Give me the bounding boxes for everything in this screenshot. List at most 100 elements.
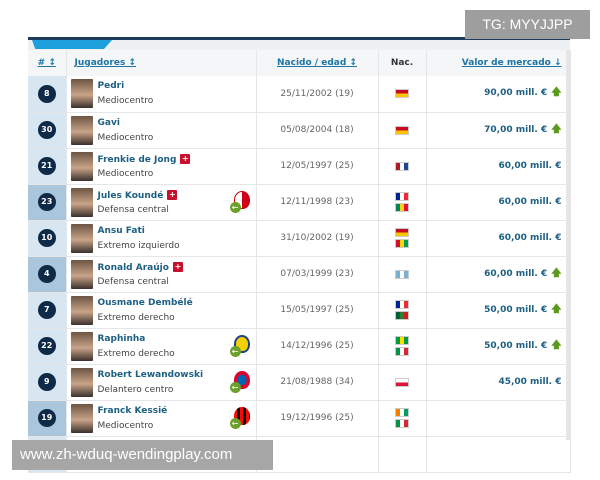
nationality-cell xyxy=(378,328,427,365)
table-row: 22 Raphinha Extremo derecho ← 14/12/1996… xyxy=(28,328,571,365)
previous-club[interactable]: ← xyxy=(229,334,250,357)
tab-compact[interactable] xyxy=(32,40,112,49)
market-value-cell: 60,00 mill. € xyxy=(426,148,571,185)
sort-number[interactable]: # ↕ xyxy=(28,50,67,76)
player-cell: Ansu Fati Extremo izquierdo xyxy=(66,220,257,257)
flag-icon xyxy=(395,347,409,356)
arrow-left-icon: ← xyxy=(229,345,241,357)
tab-detail[interactable] xyxy=(198,40,248,49)
player-name-link[interactable]: Gavi xyxy=(97,117,120,128)
nationality-header: Nac. xyxy=(378,50,427,76)
watermark-bottom: www.zh-wduq-wendingplay.com xyxy=(12,440,273,470)
market-value-cell: 90,00 mill. € 🡅 xyxy=(426,76,571,113)
market-value-cell: 45,00 mill. € xyxy=(426,364,571,401)
sort-players[interactable]: Jugadores ↕ xyxy=(66,50,257,76)
player-name-link[interactable]: Frenkie de Jong xyxy=(97,154,177,165)
nationality-cell xyxy=(378,256,427,293)
market-value-link[interactable]: 60,00 mill. € xyxy=(498,233,562,243)
tab-season[interactable] xyxy=(124,40,184,49)
birth-date: 05/08/2004 (18) xyxy=(256,112,379,149)
nationality-cell xyxy=(378,112,427,149)
market-value-link[interactable]: 50,00 mill. € xyxy=(484,340,548,351)
table-row: 21 Frenkie de Jong + Mediocentro 12/05/19… xyxy=(28,148,571,185)
market-value-link[interactable]: 45,00 mill. € xyxy=(498,377,562,387)
player-photo[interactable] xyxy=(70,259,93,289)
birth-date: 19/12/1996 (25) xyxy=(256,400,379,437)
player-name-link[interactable]: Raphinha xyxy=(97,333,146,344)
flag-icon xyxy=(395,89,409,99)
birth-date: 12/05/1997 (25) xyxy=(256,148,379,185)
market-value-link[interactable]: 50,00 mill. € xyxy=(484,304,548,315)
player-name-link[interactable]: Ansu Fati xyxy=(97,225,145,236)
market-value-cell: 50,00 mill. € 🡅 xyxy=(426,292,571,329)
watermark-top: TG: MYYJJPP xyxy=(465,10,590,39)
player-photo[interactable] xyxy=(70,295,93,325)
shirt-number-cell: 22 xyxy=(28,328,67,365)
shirt-number-cell: 21 xyxy=(28,148,67,185)
birth-date: 15/05/1997 (25) xyxy=(256,292,379,329)
shirt-number-cell: 4 xyxy=(28,256,67,293)
previous-club[interactable]: ← xyxy=(229,406,250,429)
shirt-number: 10 xyxy=(37,229,56,247)
player-photo[interactable] xyxy=(70,187,93,217)
market-value-link[interactable]: 60,00 mill. € xyxy=(484,268,548,279)
player-position: Mediocentro xyxy=(97,132,154,143)
player-photo[interactable] xyxy=(70,151,93,181)
sort-born[interactable]: Nacido / edad ↕ xyxy=(256,50,379,76)
flag-icon xyxy=(395,336,409,345)
flag-icon xyxy=(395,192,409,201)
market-value-link[interactable]: 60,00 mill. € xyxy=(498,197,562,207)
market-value-link[interactable]: 60,00 mill. € xyxy=(498,161,562,171)
arrow-left-icon: ← xyxy=(229,201,241,213)
shirt-number: 30 xyxy=(37,121,56,139)
injury-icon: + xyxy=(167,189,178,200)
scrollbar[interactable] xyxy=(566,50,570,440)
nationality-cell xyxy=(378,184,427,221)
market-value-cell: 60,00 mill. € 🡅 xyxy=(426,256,571,293)
shirt-number-cell: 9 xyxy=(28,364,67,401)
flag-icon xyxy=(395,377,409,387)
player-name-link[interactable]: Jules Koundé xyxy=(97,190,164,201)
previous-club[interactable]: ← xyxy=(229,370,250,393)
table-row: 10 Ansu Fati Extremo izquierdo 31/10/200… xyxy=(28,220,571,257)
table-row: 9 Robert Lewandowski Delantero centro ← … xyxy=(28,364,571,401)
player-photo[interactable] xyxy=(70,331,93,361)
player-position: Defensa central xyxy=(97,276,169,287)
market-value-link[interactable]: 90,00 mill. € xyxy=(484,88,548,99)
nationality-cell xyxy=(378,400,427,437)
player-name-link[interactable]: Ousmane Dembélé xyxy=(97,297,193,308)
player-name-link[interactable]: Franck Kessié xyxy=(97,405,168,416)
market-value-cell: 70,00 mill. € 🡅 xyxy=(426,112,571,149)
nationality-cell xyxy=(378,220,427,257)
birth-date: 25/11/2002 (19) xyxy=(256,76,379,113)
birth-date: 21/08/1988 (34) xyxy=(256,364,379,401)
flag-icon xyxy=(395,311,409,320)
player-photo[interactable] xyxy=(70,115,93,145)
player-photo[interactable] xyxy=(70,403,93,433)
player-cell: Pedri Mediocentro xyxy=(66,76,257,113)
player-cell: Franck Kessié Mediocentro ← xyxy=(66,400,257,437)
shirt-number-cell: 10 xyxy=(28,220,67,257)
flag-icon xyxy=(395,203,409,212)
flag-icon xyxy=(395,228,409,237)
flag-icon xyxy=(395,239,409,248)
nationality-cell xyxy=(378,148,427,185)
player-name-link[interactable]: Pedri xyxy=(97,81,125,91)
player-name-link[interactable]: Robert Lewandowski xyxy=(97,369,204,380)
player-photo[interactable] xyxy=(70,223,93,253)
player-photo[interactable] xyxy=(70,367,93,397)
shirt-number: 21 xyxy=(37,157,56,175)
nationality-cell xyxy=(378,292,427,329)
flag-icon xyxy=(395,419,409,428)
flag-icon xyxy=(395,300,409,309)
sort-market-value[interactable]: Valor de mercado ↓ xyxy=(426,50,571,76)
market-value-cell: 60,00 mill. € xyxy=(426,220,571,257)
previous-club[interactable]: ← xyxy=(229,190,250,213)
player-name-link[interactable]: Ronald Araújo xyxy=(97,262,169,273)
player-photo[interactable] xyxy=(70,79,93,108)
shirt-number: 7 xyxy=(37,301,56,319)
market-value-link[interactable]: 70,00 mill. € xyxy=(484,124,548,135)
nationality-cell xyxy=(378,364,427,401)
arrow-left-icon: ← xyxy=(229,417,241,429)
header-bar xyxy=(28,37,570,40)
